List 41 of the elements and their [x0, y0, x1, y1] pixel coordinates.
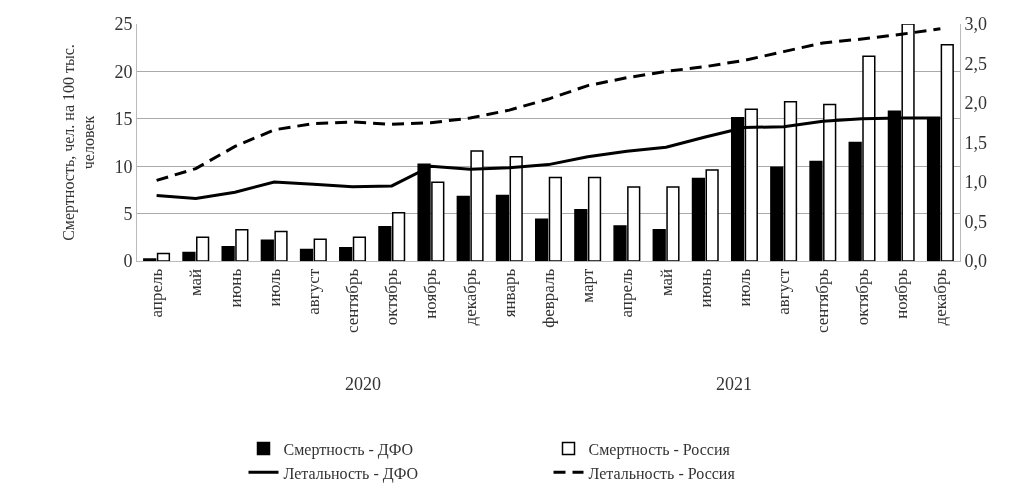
x-tick-label: октябрь [382, 268, 402, 326]
x-tick-label: август [303, 268, 323, 315]
text: 2020 [345, 374, 381, 394]
x-tick-label: декабрь [930, 268, 950, 326]
x-tick-label: июнь [225, 268, 245, 308]
x-tick-label: февраль [539, 268, 559, 328]
x-tick-label: июнь [695, 268, 715, 308]
y2-tick-label: 0,0 [964, 251, 988, 272]
y2-tick-label: 2,0 [964, 93, 988, 114]
x-tick-label: октябрь [852, 268, 872, 326]
y2-tick-label: 1,5 [964, 132, 988, 153]
x-tick-label: ноябрь [891, 268, 911, 319]
x-tick-label: март [578, 268, 598, 303]
text: 2021 [716, 374, 752, 394]
x-tick-label: ноябрь [421, 268, 441, 319]
x-tick-label: июль [734, 268, 754, 307]
x-tick-label: май [186, 268, 206, 297]
y-tick-label: 10 [114, 156, 133, 177]
y-tick-label: 25 [114, 14, 133, 35]
legend-label: Смертность - ДФО [283, 440, 414, 459]
y-tick-label: 20 [114, 61, 133, 82]
legend-label: Смертность - Россия [588, 440, 731, 459]
y-tick-label: 5 [123, 203, 133, 224]
y-tick-label: 0 [123, 251, 133, 272]
legend-label: Летальность - ДФО [283, 464, 419, 483]
y2-tick-label: 3,0 [964, 14, 988, 35]
y-tick-label: 15 [114, 109, 133, 130]
x-tick-label: сентябрь [813, 268, 833, 334]
y2-tick-label: 2,5 [964, 53, 988, 74]
x-tick-label: июль [264, 268, 284, 307]
y-axis-title: Смертность, чел. на 100 тыс. человек [59, 44, 98, 241]
x-tick-label: сентябрь [343, 268, 363, 334]
y2-tick-label: 1,0 [964, 172, 988, 193]
x-tick-label: апрель [617, 268, 637, 318]
x-tick-label: январь [499, 268, 519, 318]
x-tick-label: декабрь [460, 268, 480, 326]
x-tick-label: май [656, 268, 676, 297]
y2-tick-label: 0,5 [964, 211, 988, 232]
x-tick-label: апрель [147, 268, 167, 318]
legend-label: Летальность - Россия [588, 464, 736, 482]
x-tick-label: август [774, 268, 794, 315]
